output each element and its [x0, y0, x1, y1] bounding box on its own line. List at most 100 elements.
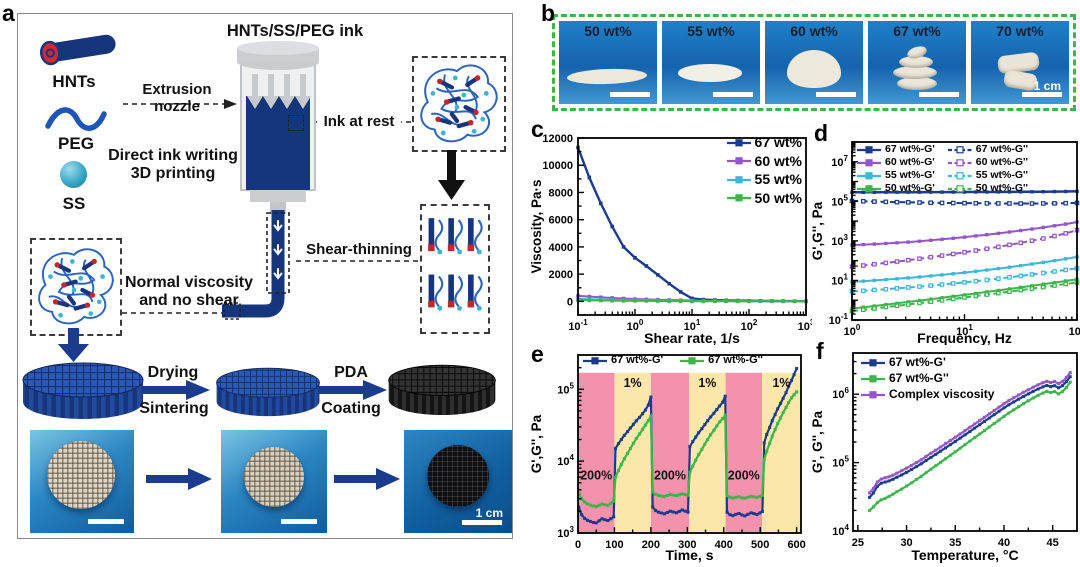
svg-text:102: 102 — [741, 318, 758, 333]
nv-line1: Normal viscosity — [124, 274, 254, 291]
legend-label: 67 wt%-G'' — [708, 354, 763, 366]
panel-label-e: e — [531, 341, 544, 367]
svg-text:102: 102 — [1069, 323, 1080, 338]
sample-label: 60 wt% — [790, 23, 838, 39]
svg-text:6000: 6000 — [549, 215, 573, 227]
series-67 wt%-G' — [850, 189, 1079, 195]
tick-labels: 25 30 35 40 45 104 105 106 — [832, 386, 1058, 549]
svg-text:103: 103 — [557, 525, 574, 540]
sample-tile-1: 55 wt% — [662, 21, 760, 104]
sample-photo-shape — [566, 67, 648, 86]
material-label-ss: SS — [62, 194, 86, 213]
series-group — [868, 371, 1072, 512]
legend-label: 60 wt%-G'' — [975, 156, 1029, 169]
series-60 wt%-G' — [850, 220, 1079, 247]
chart-f-legend: 67 wt%-G' 67 wt%-G'' Complex viscosity — [860, 355, 994, 402]
chart-recovery-vs-time: 200% 1% 200% 1% 200% 1% 0 100 200 300 400 500 600 103… — [528, 345, 806, 567]
strain-bands — [578, 372, 801, 533]
series-group — [577, 366, 799, 525]
panel-label-b: b — [541, 0, 556, 26]
sample-tile-2: 60 wt% — [765, 21, 863, 104]
tangled-network-art — [32, 240, 116, 330]
svg-text:105: 105 — [831, 193, 848, 208]
material-label-hnts: HNTs — [52, 72, 96, 91]
legend-entry: 55 wt%-G' — [856, 169, 935, 182]
scale-bar — [462, 520, 502, 525]
svg-text:106: 106 — [832, 386, 849, 401]
svg-text:100: 100 — [605, 539, 623, 551]
series-50 wt%-G'' — [849, 280, 1080, 314]
x-axis-label: Temperature, °C — [911, 547, 1018, 563]
legend-swatch-icon — [861, 374, 885, 382]
y-axis-label: Viscosity, Pa·s — [529, 179, 544, 273]
svg-text:1%: 1% — [698, 376, 716, 390]
series-67 wt%-G'' — [868, 380, 1072, 512]
panel-label-f: f — [816, 338, 824, 364]
series-55 wt%-G' — [850, 255, 1079, 284]
legend-entry: 60 wt% — [726, 153, 802, 171]
diw-line1: Direct ink writing — [108, 147, 238, 164]
ss-sphere-icon — [60, 161, 87, 188]
sample-label: 55 wt% — [687, 23, 735, 39]
svg-text:500: 500 — [751, 539, 769, 551]
ink-at-rest-label: Ink at rest — [317, 113, 401, 131]
printed-disc-green-body — [22, 362, 144, 419]
legend-swatch-icon — [857, 172, 881, 180]
tangled-network-art — [414, 58, 500, 146]
y-axis-label: G',G'', Pa — [529, 414, 544, 473]
svg-text:0: 0 — [575, 539, 581, 551]
photo-sintered-disc — [221, 430, 327, 533]
svg-text:35: 35 — [949, 537, 961, 549]
legend-swatch-icon — [947, 172, 972, 180]
svg-text:10-1: 10-1 — [568, 318, 588, 333]
panel-label-a: a — [2, 0, 15, 26]
svg-text:300: 300 — [678, 539, 696, 551]
scale-bar — [713, 92, 753, 97]
legend-label: 55 wt%-G' — [885, 169, 935, 182]
legend-label: 55 wt% — [754, 171, 802, 187]
legend-label: 60 wt%-G' — [885, 156, 935, 169]
svg-text:103: 103 — [798, 318, 812, 333]
legend-label: 67 wt%-G'' — [975, 143, 1029, 155]
legend-label: 55 wt%-G'' — [975, 169, 1029, 182]
legend-swatch-icon — [726, 194, 751, 202]
shear-thinning-leader — [296, 260, 420, 262]
sample-tile-0: 50 wt% — [559, 21, 657, 104]
drying-sintering-arrow — [142, 380, 210, 400]
legend-swatch-icon — [947, 185, 972, 193]
y-axis-label: G',G'', Pa — [812, 201, 825, 260]
series-60 wt%-G'' — [849, 227, 1080, 269]
svg-text:4000: 4000 — [549, 242, 573, 254]
sample-tile-4: 70 wt% 1 cm — [971, 21, 1069, 104]
legend-swatch-icon — [947, 158, 972, 167]
y-axis-label: G', G'', Pa — [812, 410, 825, 473]
sample-photo-shape — [899, 56, 933, 68]
down-arrow-black — [438, 150, 465, 200]
hnt-nanotube-icon — [39, 34, 116, 66]
legend-entry: 50 wt%-G' — [856, 182, 935, 195]
aligned-network-inset — [420, 204, 490, 334]
svg-text:1%: 1% — [772, 376, 790, 390]
svg-text:400: 400 — [715, 539, 733, 551]
chart-e-svg: 200% 1% 200% 1% 200% 1% 0 100 200 300 400 500 600 103… — [529, 354, 806, 563]
legend-entry: 60 wt%-G' — [856, 156, 935, 169]
legend-label: 50 wt% — [754, 189, 802, 206]
legend-entry: 60 wt%-G'' — [947, 156, 1028, 169]
svg-text:10000: 10000 — [542, 160, 573, 172]
legend-entry: 67 wt% — [726, 134, 802, 152]
svg-text:40: 40 — [998, 537, 1010, 549]
legend-entry: 67 wt%-G' — [860, 355, 994, 370]
coated-disc-photo-shape — [427, 445, 489, 507]
down-arrow-blue — [58, 328, 89, 362]
svg-text:10-1: 10-1 — [829, 312, 849, 327]
legend-entry: 67 wt%-G'' — [947, 143, 1028, 156]
legend-swatch-icon — [726, 157, 751, 165]
series-50 wt%-G' — [850, 277, 1079, 311]
legend-swatch-icon — [857, 158, 881, 167]
sintered-disc-photo-shape — [244, 447, 304, 507]
series-67 wt%-G'' — [577, 390, 799, 509]
chart-f-svg: 25 30 35 40 45 104 105 106 Temperature, °C G', G'… — [810, 352, 1078, 563]
printed-disc-photo-shape — [47, 441, 115, 509]
